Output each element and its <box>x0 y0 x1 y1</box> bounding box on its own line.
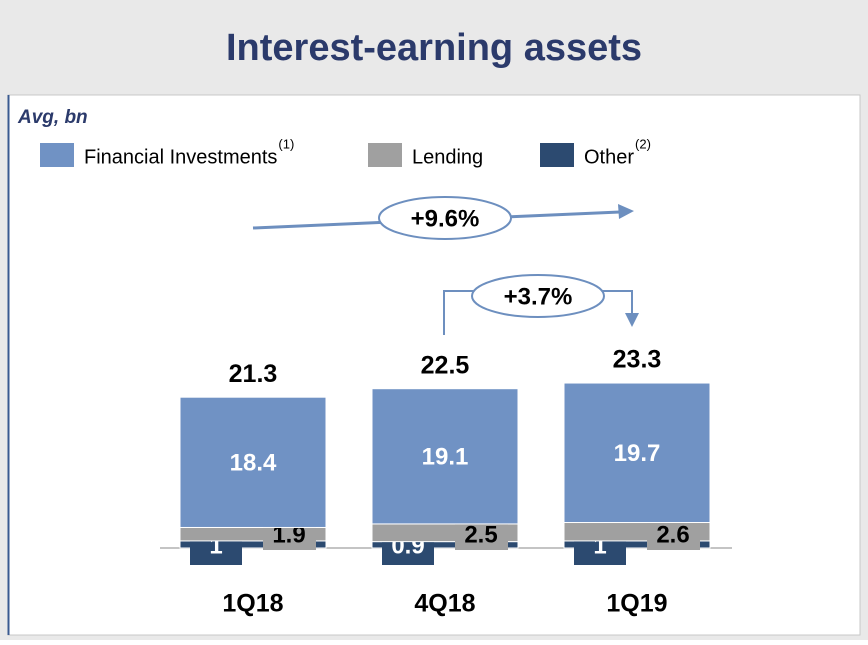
value-label: 2.6 <box>656 521 689 548</box>
subtitle: Avg, bn <box>17 107 88 128</box>
value-label-box <box>455 520 508 550</box>
total-label: 21.3 <box>229 360 278 388</box>
total-label: 23.3 <box>613 346 662 374</box>
total-label: 22.5 <box>421 351 470 379</box>
bar-segment <box>371 388 519 525</box>
bar-segment <box>563 382 711 524</box>
value-label: 18.4 <box>230 450 277 477</box>
x-tick-label: 4Q18 <box>414 590 475 618</box>
chart-title: Interest-earning assets <box>226 27 642 69</box>
annotation: +9.6% <box>411 205 480 232</box>
value-label-box <box>647 520 700 550</box>
arrow-head <box>618 204 634 219</box>
value-label: 19.7 <box>614 440 661 467</box>
value-label: 19.1 <box>422 444 469 471</box>
legend-label: Financial Investments <box>84 146 277 168</box>
x-tick-label: 1Q19 <box>606 590 667 618</box>
legend-label: Lending <box>412 146 483 168</box>
legend-note: (1) <box>278 136 294 151</box>
annotation-bubble <box>378 196 512 240</box>
legend-label: Other <box>584 146 634 168</box>
legend-note: (2) <box>635 136 651 151</box>
arrow-head <box>625 313 639 327</box>
value-label: 2.5 <box>464 521 497 548</box>
bar-segment <box>179 396 327 528</box>
legend-swatch <box>368 143 402 167</box>
x-tick-label: 1Q18 <box>222 590 283 618</box>
annotation-bubble <box>471 274 605 318</box>
legend-swatch <box>540 143 574 167</box>
annotation: +3.7% <box>504 283 573 310</box>
legend-swatch <box>40 143 74 167</box>
